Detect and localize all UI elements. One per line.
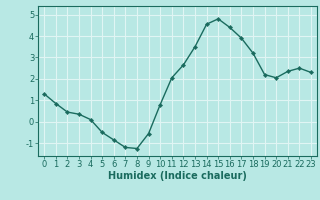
X-axis label: Humidex (Indice chaleur): Humidex (Indice chaleur) [108,171,247,181]
